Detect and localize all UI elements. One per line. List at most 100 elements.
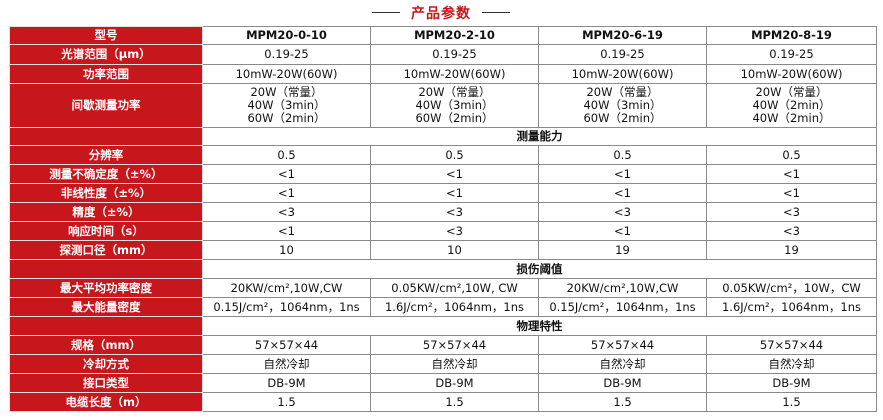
title-area: 产品参数 [0,0,883,26]
row-intermittent-power: 间歇测量功率 20W（常量） 40W（3min） 60W（2min） 20W（常… [9,83,877,128]
cell-value: 20KW/cm²,10W,CW [202,278,371,298]
row-spectral-range: 光谱范围（μm） 0.19-25 0.19-25 0.19-25 0.19-25 [9,44,877,65]
cell-value: 自然冷却 [706,354,877,374]
cell-value: <1 [538,183,707,203]
cell-line: 40W（3min） [247,98,326,112]
cell-multiline: 20W（常量） 40W（3min） 60W（2min） [370,83,539,128]
cell-value: DB-9M [202,373,371,393]
cell-value: 0.5 [538,145,707,165]
section-physical: 物理特性 [9,316,877,336]
cell-value: 10mW-20W(60W) [202,64,371,84]
cell-value: 19 [706,240,877,260]
cell-line: 40W（3min） [583,98,662,112]
cell-value: 0.19-25 [202,44,371,65]
section-measure: 测量能力 [9,127,877,146]
cell-value: <3 [538,202,707,222]
cell-value: <3 [706,202,877,222]
row-nonlinearity: 非线性度（±%） <1 <1 <1 <1 [9,183,877,203]
cell-value: 0.05KW/cm²，10W，CW [706,278,877,298]
header-label: 型号 [9,26,203,45]
cell-line: 60W（2min） [415,111,494,125]
section-title: 损伤阈值 [202,259,877,279]
row-label: 电缆长度（m） [9,392,203,412]
cell-value: <1 [202,221,371,241]
section-label-spacer [9,259,203,279]
cell-value: 19 [538,240,707,260]
cell-value: 1.5 [538,392,707,412]
cell-value: 0.5 [706,145,877,165]
cell-line: 60W（2min） [247,111,326,125]
row-cooling: 冷却方式 自然冷却 自然冷却 自然冷却 自然冷却 [9,354,877,374]
cell-value: <1 [370,183,539,203]
row-label: 非线性度（±%） [9,183,203,203]
row-label: 测量不确定度（±%） [9,164,203,184]
row-dimensions: 规格（mm） 57×57×44 57×57×44 57×57×44 57×57×… [9,335,877,355]
model-name: MPM20-8-19 [706,26,877,45]
cell-value: <1 [538,221,707,241]
row-label: 最大能量密度 [9,297,203,317]
row-label: 精度（±%） [9,202,203,222]
cell-line: 20W（常量） [586,85,659,99]
cell-line: 60W（2min） [583,111,662,125]
cell-line: 40W（2min） [752,111,831,125]
cell-value: 0.19-25 [370,44,539,65]
cell-value: <3 [370,202,539,222]
model-name: MPM20-0-10 [202,26,371,45]
section-damage: 损伤阈值 [9,259,877,279]
section-title: 测量能力 [202,127,877,146]
cell-value: 0.19-25 [706,44,877,65]
row-label: 探测口径（mm） [9,240,203,260]
cell-value: 10mW-20W(60W) [370,64,539,84]
cell-value: 57×57×44 [538,335,707,355]
row-label: 规格（mm） [9,335,203,355]
cell-line: 40W（2min） [752,98,831,112]
cell-value: 1.5 [202,392,371,412]
row-response-time: 响应时间（s） <1 <3 <1 <3 [9,221,877,241]
header-row: 型号 MPM20-0-10 MPM20-2-10 MPM20-6-19 MPM2… [9,26,877,45]
title-divider-left [372,12,400,13]
row-label: 光谱范围（μm） [9,44,203,65]
cell-value: 0.5 [370,145,539,165]
cell-value: 1.5 [706,392,877,412]
cell-value: 自然冷却 [202,354,371,374]
cell-value: 10mW-20W(60W) [538,64,707,84]
cell-value: <1 [706,183,877,203]
cell-value: 0.05KW/cm²,10W, CW [370,278,539,298]
cell-value: <1 [202,164,371,184]
cell-line: 20W（常量） [250,85,323,99]
cell-multiline: 20W（常量） 40W（3min） 60W（2min） [538,83,707,128]
row-accuracy: 精度（±%） <3 <3 <3 <3 [9,202,877,222]
cell-value: 10 [370,240,539,260]
cell-value: <1 [706,164,877,184]
cell-value: DB-9M [370,373,539,393]
cell-value: <1 [370,164,539,184]
cell-value: <3 [202,202,371,222]
model-name: MPM20-6-19 [538,26,707,45]
cell-value: 10 [202,240,371,260]
row-uncertainty: 测量不确定度（±%） <1 <1 <1 <1 [9,164,877,184]
spec-table: 型号 MPM20-0-10 MPM20-2-10 MPM20-6-19 MPM2… [9,26,877,412]
cell-value: <3 [706,221,877,241]
cell-value: 57×57×44 [706,335,877,355]
cell-value: <1 [538,164,707,184]
row-label: 分辨率 [9,145,203,165]
cell-value: 57×57×44 [370,335,539,355]
cell-value: 0.5 [202,145,371,165]
cell-value: 1.6J/cm²，1064nm，1ns [370,297,539,317]
row-power-range: 功率范围 10mW-20W(60W) 10mW-20W(60W) 10mW-20… [9,64,877,84]
cell-value: 1.6J/cm²，1064nm，1ns [706,297,877,317]
row-max-avg-power-density: 最大平均功率密度 20KW/cm²,10W,CW 0.05KW/cm²,10W,… [9,278,877,298]
cell-line: 40W（3min） [415,98,494,112]
row-resolution: 分辨率 0.5 0.5 0.5 0.5 [9,145,877,165]
cell-value: 57×57×44 [202,335,371,355]
model-name: MPM20-2-10 [370,26,539,45]
row-aperture: 探测口径（mm） 10 10 19 19 [9,240,877,260]
cell-line: 20W（常量） [755,85,828,99]
row-label: 最大平均功率密度 [9,278,203,298]
row-label: 冷却方式 [9,354,203,374]
cell-multiline: 20W（常量） 40W（2min） 40W（2min） [706,83,877,128]
row-label: 间歇测量功率 [9,83,203,128]
page-title: 产品参数 [411,6,471,22]
cell-multiline: 20W（常量） 40W（3min） 60W（2min） [202,83,371,128]
cell-value: DB-9M [538,373,707,393]
